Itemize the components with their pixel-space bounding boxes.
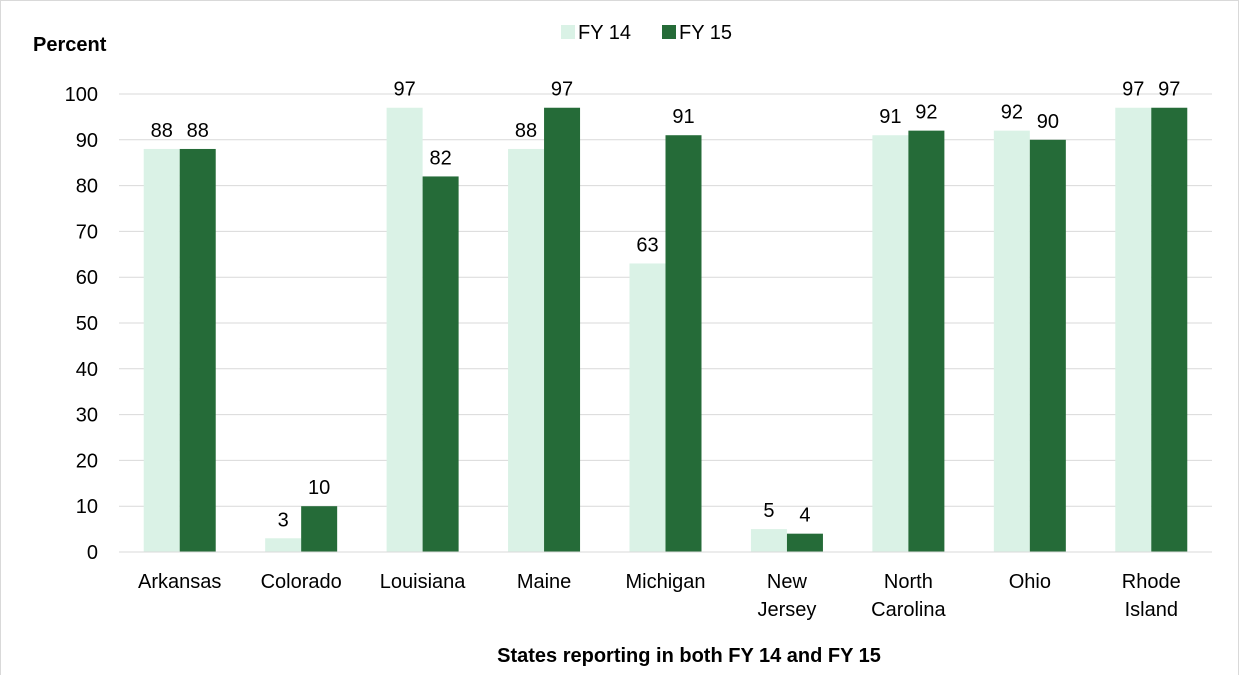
- x-tick-label: Maine: [517, 571, 571, 593]
- data-label: 82: [429, 147, 451, 169]
- data-label: 88: [187, 120, 209, 142]
- bar: [1115, 107, 1152, 553]
- x-axis-label: States reporting in both FY 14 and FY 15: [497, 645, 881, 667]
- bar: [786, 533, 823, 552]
- x-tick-label: North Carolina: [871, 571, 946, 621]
- bar: [143, 148, 180, 552]
- data-label: 90: [1037, 111, 1059, 133]
- bar: [872, 135, 909, 552]
- legend: FY 14 FY 15: [561, 22, 732, 44]
- bar: [1029, 139, 1066, 553]
- x-tick-label: Louisiana: [380, 571, 467, 593]
- data-labels: 88 88 3 10 97 82 88 97 63 91 5 4 91 92 92 90 97 97: [151, 79, 1181, 532]
- y-tick-label: 20: [76, 450, 98, 472]
- y-tick-label: 0: [87, 542, 98, 564]
- y-tick-label: 90: [76, 130, 98, 152]
- y-tick-label: 100: [65, 84, 98, 106]
- legend-swatch: [662, 25, 676, 39]
- y-axis-label: Percent: [33, 34, 107, 56]
- bar: [179, 148, 216, 552]
- y-tick-label: 80: [76, 176, 98, 198]
- y-axis-ticks: 0 10 20 30 40 50 60 70 80 90 100: [65, 84, 98, 564]
- x-axis-ticks: Arkansas Colorado Louisiana Maine Michigan Ne…: [138, 571, 1181, 621]
- data-label: 92: [1001, 102, 1023, 124]
- data-label: 63: [636, 234, 658, 256]
- bar: [544, 107, 581, 553]
- bar: [508, 148, 545, 552]
- bar: [301, 506, 338, 552]
- x-tick-label: Ohio: [1009, 571, 1051, 593]
- bars: [143, 107, 1188, 553]
- x-tick-label: New Jersey: [757, 571, 816, 621]
- data-label: 5: [763, 500, 774, 522]
- data-label: 10: [308, 477, 330, 499]
- data-label: 97: [551, 79, 573, 101]
- y-tick-label: 10: [76, 496, 98, 518]
- data-label: 4: [799, 505, 810, 527]
- data-label: 97: [1122, 79, 1144, 101]
- legend-label: FY 15: [679, 22, 732, 44]
- data-label: 88: [515, 120, 537, 142]
- bar: [993, 130, 1030, 552]
- legend-swatch: [561, 25, 575, 39]
- y-tick-label: 30: [76, 405, 98, 427]
- data-label: 3: [278, 509, 289, 531]
- data-label: 91: [672, 106, 694, 128]
- y-tick-label: 40: [76, 359, 98, 381]
- x-tick-label: Rhode Island: [1122, 571, 1181, 621]
- bar: [386, 107, 423, 553]
- y-tick-label: 60: [76, 267, 98, 289]
- data-label: 97: [1158, 79, 1180, 101]
- x-tick-label: Arkansas: [138, 571, 221, 593]
- bar: [908, 130, 945, 552]
- data-label: 92: [915, 102, 937, 124]
- data-label: 91: [879, 106, 901, 128]
- data-label: 97: [393, 79, 415, 101]
- data-label: 88: [151, 120, 173, 142]
- bar: [1151, 107, 1188, 553]
- bar: [750, 529, 787, 552]
- y-tick-label: 50: [76, 313, 98, 335]
- bar: [665, 135, 702, 552]
- y-tick-label: 70: [76, 221, 98, 243]
- x-tick-label: Colorado: [261, 571, 342, 593]
- bar: [629, 263, 666, 552]
- x-tick-label: Michigan: [625, 571, 705, 593]
- legend-label: FY 14: [578, 22, 631, 44]
- bar: [422, 176, 459, 552]
- bar: [265, 538, 302, 552]
